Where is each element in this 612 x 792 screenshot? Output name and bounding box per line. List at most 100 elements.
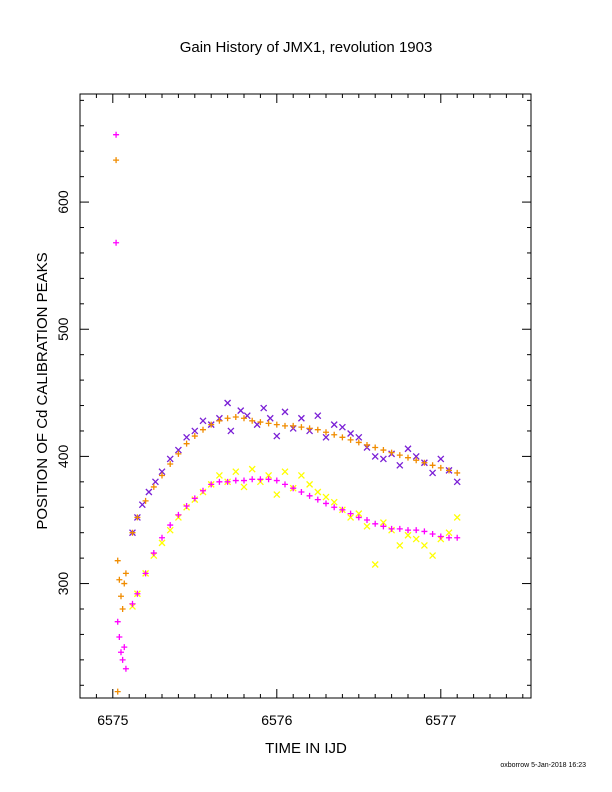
data-point (200, 426, 206, 433)
data-point (453, 478, 461, 486)
data-point (241, 415, 247, 422)
data-point (281, 408, 289, 416)
data-point (412, 452, 420, 460)
data-point (314, 496, 321, 503)
data-point (380, 523, 387, 530)
data-point (355, 433, 363, 441)
data-point (191, 427, 199, 435)
data-point (183, 440, 190, 447)
data-point (314, 488, 322, 496)
data-point (232, 468, 240, 476)
data-point (323, 429, 329, 436)
data-point (396, 525, 403, 532)
data-point (322, 433, 330, 441)
data-point (371, 561, 379, 568)
data-point (339, 434, 346, 441)
data-point (191, 433, 198, 440)
data-point (175, 450, 182, 457)
plot-frame (79, 93, 532, 699)
data-point (347, 436, 354, 443)
data-point (200, 487, 206, 494)
data-point (273, 421, 280, 428)
data-point (150, 483, 157, 490)
data-point (116, 633, 123, 640)
data-point (380, 447, 387, 454)
data-point (158, 539, 166, 547)
data-point (208, 421, 215, 428)
y-tick-label: 400 (55, 445, 71, 469)
y-tick-label: 600 (55, 190, 71, 214)
data-point (437, 533, 444, 540)
data-point (429, 469, 437, 477)
x-tick-label: 6576 (261, 712, 292, 728)
data-point (347, 510, 354, 517)
data-point (113, 239, 120, 246)
data-point (445, 529, 453, 537)
data-point (413, 527, 420, 534)
data-point (121, 580, 128, 587)
data-point (297, 472, 305, 479)
data-point (118, 649, 124, 656)
chart-title: Gain History of JMX1, revolution 1903 (180, 39, 433, 56)
data-point (421, 528, 428, 535)
data-point (273, 491, 281, 499)
data-point (314, 412, 322, 420)
data-point (338, 423, 346, 431)
footer-credit: oxborrow 5-Jan-2018 16:23 (500, 762, 586, 769)
series-4 (113, 131, 461, 672)
data-point (134, 590, 141, 597)
data-point (388, 525, 395, 532)
x-axis-label: TIME IN IJD (265, 740, 347, 757)
data-point (114, 688, 121, 695)
data-point (355, 514, 362, 521)
data-point (396, 461, 404, 469)
data-point (314, 426, 321, 433)
data-point (290, 422, 297, 429)
data-point (355, 439, 362, 446)
data-point (446, 534, 452, 541)
data-point (429, 462, 436, 469)
data-point (249, 476, 256, 483)
data-point (306, 480, 314, 488)
data-point (215, 472, 223, 479)
data-point (281, 468, 289, 476)
data-point (248, 465, 256, 473)
data-point (453, 513, 461, 521)
data-point (396, 452, 403, 459)
data-point (174, 446, 182, 454)
data-point (257, 419, 264, 426)
data-point (290, 485, 297, 492)
data-point (265, 472, 273, 479)
data-point (199, 417, 207, 425)
data-point (273, 432, 281, 440)
data-point (167, 461, 174, 468)
data-point (114, 618, 121, 625)
data-point (405, 454, 411, 461)
data-point (122, 570, 129, 577)
data-point (331, 504, 338, 511)
data-point (142, 570, 149, 577)
data-point (364, 441, 370, 448)
data-point (379, 455, 387, 463)
data-point (347, 513, 355, 521)
data-point (306, 492, 313, 499)
data-point (122, 665, 129, 672)
data-point (323, 500, 329, 507)
data-point (429, 552, 437, 560)
data-point (405, 527, 411, 534)
data-point (113, 157, 120, 164)
data-point (454, 469, 461, 476)
data-point (159, 534, 165, 541)
data-point (437, 455, 445, 463)
data-point (282, 422, 288, 429)
data-point (265, 420, 272, 427)
data-point (371, 452, 379, 460)
plot-area (113, 131, 461, 695)
data-point (420, 541, 428, 549)
x-axis: 6575 6576 6577 (79, 94, 524, 728)
data-point (421, 459, 428, 466)
data-point (216, 417, 223, 424)
data-point (241, 477, 247, 484)
data-point (404, 445, 412, 453)
